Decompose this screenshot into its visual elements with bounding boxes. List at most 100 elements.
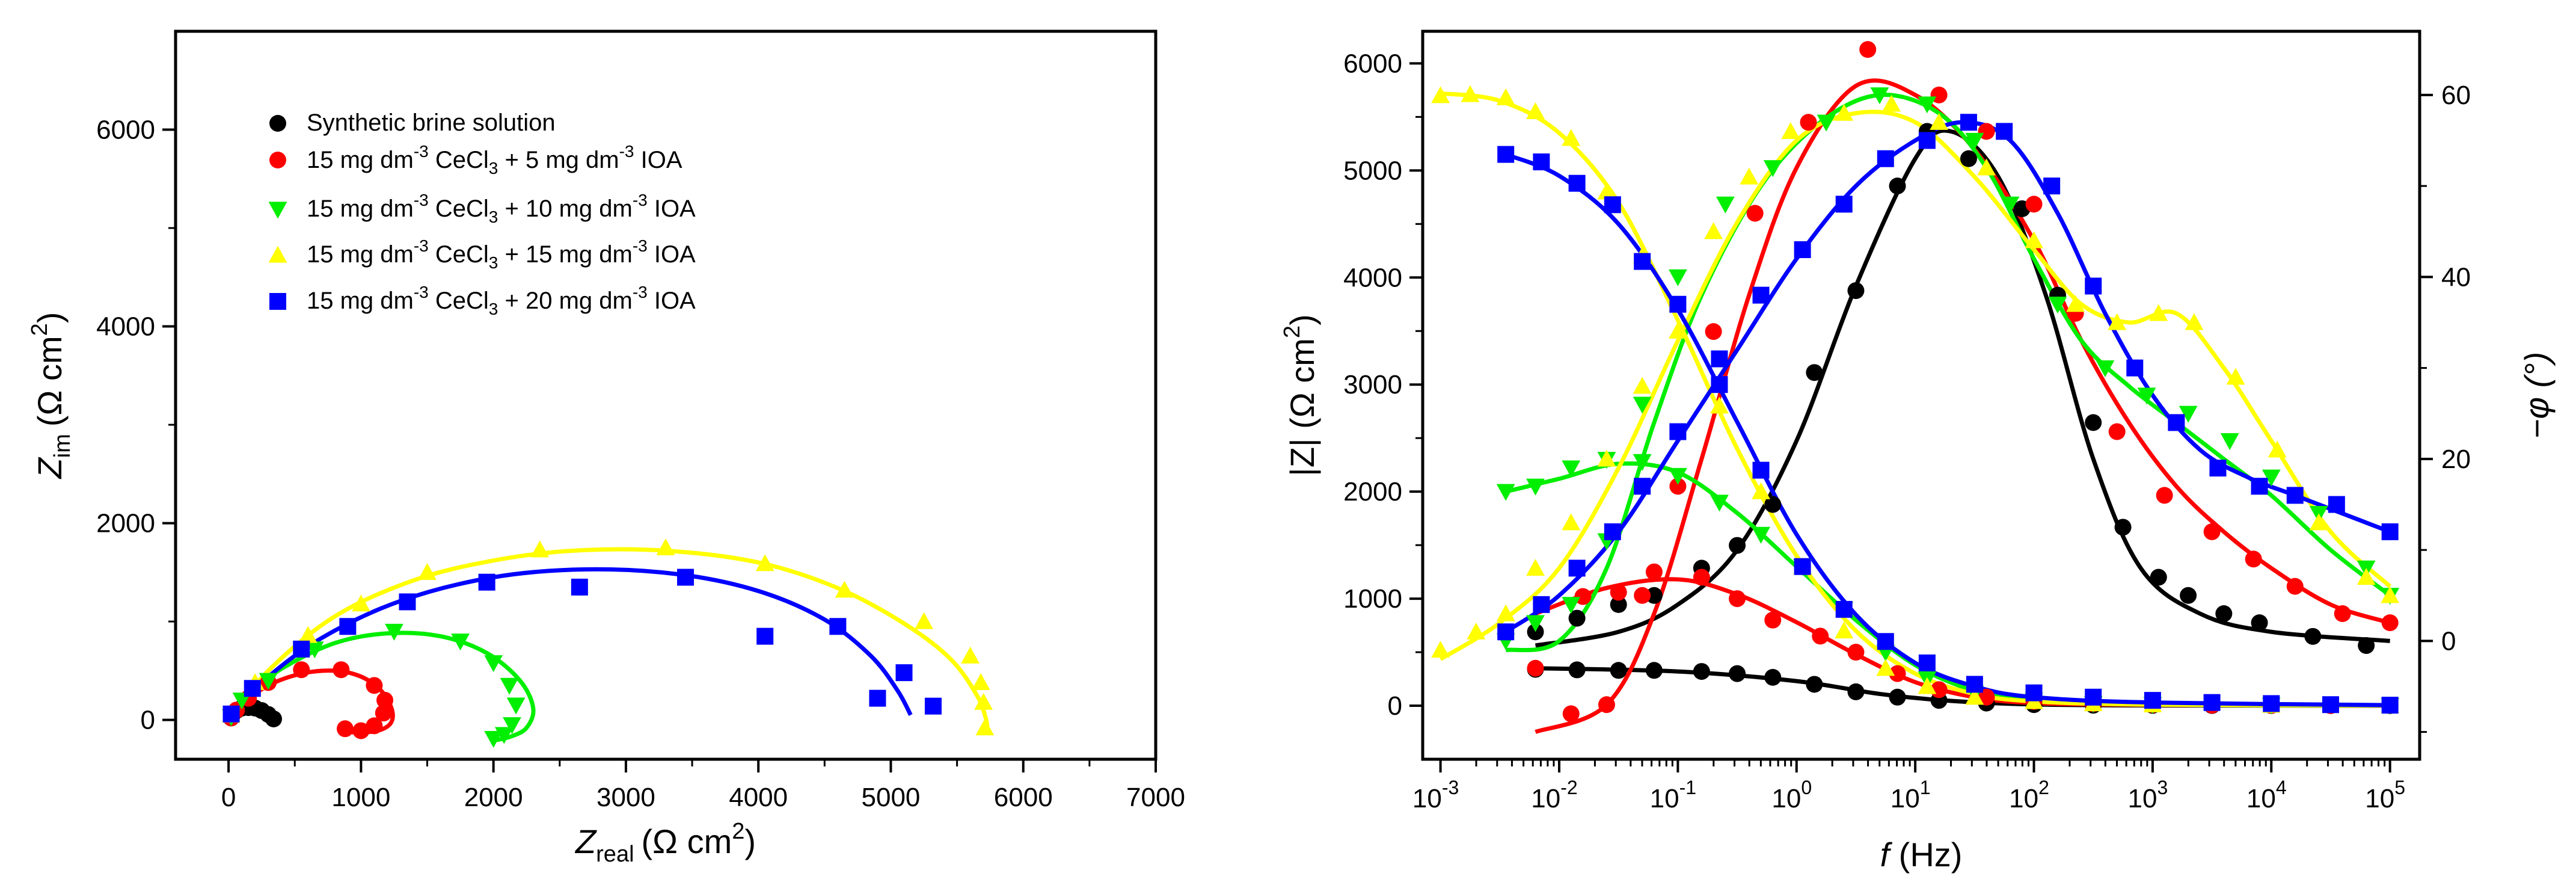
nyquist-x-tick-label: 5000 bbox=[862, 783, 921, 812]
bode-phase-point-ioa_20 bbox=[1711, 350, 1728, 368]
legend-marker-ioa-20 bbox=[269, 293, 286, 310]
nyquist-point-ioa_5 bbox=[366, 677, 383, 694]
bode-modulus-point-synthetic_brine bbox=[1645, 662, 1663, 679]
bode-phase-point-ioa_20 bbox=[1634, 478, 1651, 495]
legend-symbol-synthetic_brine bbox=[269, 115, 286, 132]
bode-phase-point-ioa_10 bbox=[1817, 114, 1836, 132]
legend-item-ioa-15: 15 mg dm-3 CeCl3 + 15 mg dm-3 IOA bbox=[268, 236, 696, 272]
bode-phase-point-ioa_20 bbox=[1669, 423, 1687, 440]
bode-phase-point-ioa_5 bbox=[2286, 578, 2304, 595]
nyquist-point-ioa_10 bbox=[484, 655, 503, 673]
bode-modulus-point-ioa_15 bbox=[1431, 86, 1450, 103]
nyquist-point-ioa_15 bbox=[974, 692, 993, 710]
bode-phase-point-ioa_5 bbox=[1859, 41, 1877, 58]
bode-phase-point-ioa_5 bbox=[2108, 423, 2126, 440]
bode-phase-point-synthetic_brine bbox=[1960, 150, 1977, 167]
bode-ylabel-left-close: ) bbox=[1283, 314, 1321, 325]
nyquist-point-ioa_15 bbox=[298, 626, 317, 643]
nyquist-point-ioa_15 bbox=[418, 563, 437, 580]
bode-phase-point-ioa_5 bbox=[2156, 487, 2173, 504]
bode-x-tick-label: 10-3 bbox=[1412, 777, 1459, 813]
nyquist-xlabel-sup: 2 bbox=[732, 819, 744, 844]
nyquist-xlabel-main: Z bbox=[574, 822, 597, 860]
nyquist-point-ioa_10 bbox=[503, 717, 521, 735]
bode-fit-lines bbox=[1439, 78, 2392, 734]
bode-modulus-point-ioa_15 bbox=[1562, 129, 1581, 146]
nyquist-point-ioa_5 bbox=[293, 661, 310, 679]
bode-phase-point-synthetic_brine bbox=[1645, 587, 1663, 604]
bode-modulus-point-ioa_20 bbox=[2085, 688, 2102, 706]
bode-phase-point-ioa_5 bbox=[1598, 696, 1615, 714]
bode-modulus-point-ioa_20 bbox=[2203, 694, 2221, 711]
nyquist-x-tick-label: 2000 bbox=[464, 783, 523, 812]
bode-modulus-point-ioa_20 bbox=[1497, 146, 1515, 163]
legend-label-synthetic-brine: Synthetic brine solution bbox=[307, 109, 556, 136]
bode-phase-point-ioa_20 bbox=[1960, 114, 1977, 131]
bode-phase-point-ioa_20 bbox=[2168, 414, 2185, 431]
nyquist-chart: 0 1000 2000 3000 4000 5000 6000 7000 0 2000 4000 6… bbox=[27, 29, 1185, 867]
nyquist-fit-ioa_10 bbox=[227, 630, 536, 743]
bode-phase-point-synthetic_brine bbox=[1806, 364, 1823, 381]
nyquist-point-ioa_15 bbox=[975, 718, 995, 736]
bode-phase-fit-synthetic_brine bbox=[1535, 128, 2390, 648]
bode-phase-point-ioa_5 bbox=[2025, 196, 2043, 213]
nyquist-point-ioa_10 bbox=[305, 641, 324, 659]
nyquist-x-axis-title: Zreal (Ω cm2) bbox=[574, 819, 756, 867]
bode-modulus-point-ioa_10 bbox=[1526, 478, 1545, 496]
bode-left-y-axis: 0 1000 2000 3000 4000 5000 6000 bbox=[1343, 49, 1423, 721]
bode-modulus-point-ioa_15 bbox=[1876, 659, 1895, 676]
bode-modulus-point-ioa_20 bbox=[1568, 174, 1586, 192]
bode-x-axis: 10-3 10-2 10-1 100 101 102 103 104 105 bbox=[1412, 759, 2405, 813]
nyquist-y-tick-label: 2000 bbox=[96, 509, 155, 538]
nyquist-x-tick-label: 3000 bbox=[596, 783, 655, 812]
bode-modulus-point-ioa_15 bbox=[1597, 182, 1616, 200]
nyquist-point-ioa_20 bbox=[677, 569, 695, 586]
nyquist-point-ioa_10 bbox=[259, 673, 278, 690]
bode-modulus-point-ioa_20 bbox=[2144, 692, 2161, 709]
nyquist-point-ioa_5 bbox=[366, 717, 383, 735]
legend-label-ioa-10: 15 mg dm-3 CeCl3 + 10 mg dm-3 IOA bbox=[307, 191, 696, 226]
bode-modulus-point-ioa_15 bbox=[1710, 396, 1729, 414]
bode-phase-point-ioa_10 bbox=[2001, 196, 2020, 214]
bode-left-y-axis-title: |Z| (Ω cm2) bbox=[1280, 314, 1321, 476]
bode-phase-point-ioa_10 bbox=[1870, 87, 1889, 105]
bode-left-tick-label: 6000 bbox=[1343, 49, 1402, 78]
bode-modulus-point-ioa_15 bbox=[1835, 621, 1854, 639]
bode-modulus-point-ioa_15 bbox=[1918, 677, 1937, 694]
bode-right-tick-label: 0 bbox=[2441, 626, 2456, 656]
nyquist-xlabel-sub: real bbox=[596, 842, 634, 867]
bode-phase-point-synthetic_brine bbox=[1568, 609, 1586, 627]
bode-modulus-point-ioa_5 bbox=[1978, 688, 1995, 706]
nyquist-data-points bbox=[222, 538, 995, 748]
bode-phase-point-ioa_5 bbox=[2245, 550, 2262, 568]
nyquist-y-tick-label: 0 bbox=[141, 706, 155, 735]
bode-phase-point-ioa_15 bbox=[2066, 295, 2085, 312]
bode-phase-point-ioa_20 bbox=[1996, 123, 2013, 140]
bode-phase-point-ioa_10 bbox=[2262, 469, 2281, 487]
bode-phase-point-synthetic_brine bbox=[2085, 414, 2102, 431]
nyquist-point-ioa_20 bbox=[756, 627, 774, 645]
bode-phase-point-ioa_20 bbox=[1497, 623, 1515, 641]
nyquist-point-ioa_20 bbox=[571, 578, 588, 596]
bode-x-tick-label: 10-2 bbox=[1531, 777, 1577, 813]
nyquist-ylabel-main: Z bbox=[31, 457, 69, 479]
bode-modulus-point-ioa_20 bbox=[1533, 153, 1550, 171]
nyquist-legend: Synthetic brine solution 15 mg dm-3 CeCl… bbox=[268, 109, 696, 318]
bode-phase-point-synthetic_brine bbox=[1729, 537, 1746, 554]
bode-modulus-point-ioa_20 bbox=[1752, 461, 1770, 479]
nyquist-point-ioa_10 bbox=[484, 731, 503, 748]
bode-right-tick-label: 20 bbox=[2441, 445, 2471, 474]
legend-symbol-ioa_5 bbox=[269, 152, 286, 168]
bode-phase-point-ioa_15 bbox=[1977, 158, 1996, 176]
bode-modulus-point-ioa_20 bbox=[1604, 196, 1621, 214]
bode-phase-point-ioa_15 bbox=[2226, 368, 2245, 385]
bode-modulus-point-synthetic_brine bbox=[1568, 661, 1586, 679]
bode-modulus-point-ioa_20 bbox=[2025, 684, 2043, 701]
bode-modulus-point-ioa_5 bbox=[1645, 563, 1663, 581]
bode-modulus-point-ioa_5 bbox=[1847, 644, 1865, 661]
nyquist-point-ioa_10 bbox=[232, 692, 251, 710]
bode-phase-point-ioa_5 bbox=[1634, 587, 1651, 604]
bode-modulus-point-synthetic_brine bbox=[1806, 676, 1823, 693]
bode-modulus-point-ioa_5 bbox=[1729, 590, 1746, 608]
bode-phase-point-ioa_20 bbox=[2286, 487, 2304, 504]
